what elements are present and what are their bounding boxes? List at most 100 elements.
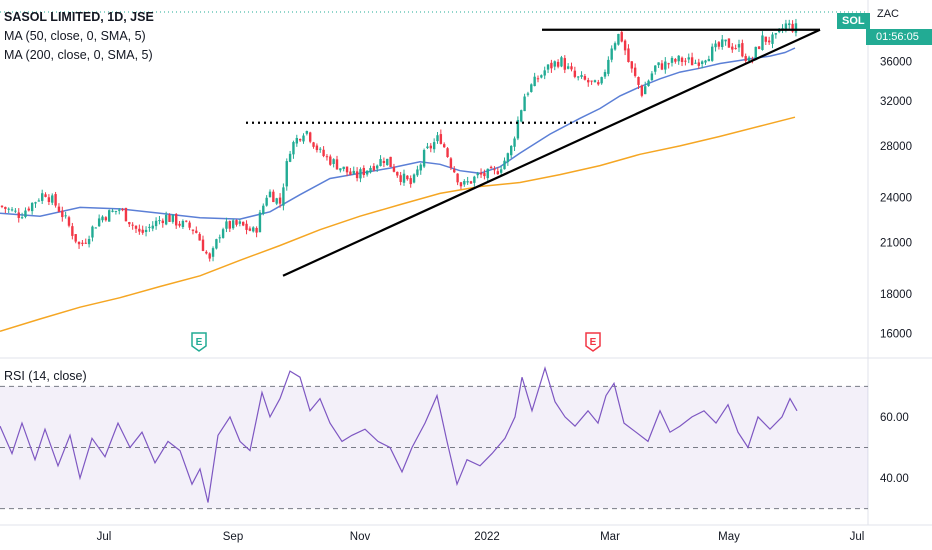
candle-body [483,173,486,177]
candle-body [298,139,302,141]
candle-body [164,214,168,225]
candle-body [466,181,469,183]
earnings-marker-shape [585,332,601,352]
candle-body [711,46,714,61]
candle-body [7,208,10,210]
candle-body [362,167,365,176]
candle-body [640,85,644,96]
candle-body [372,166,376,171]
candle-body [453,169,456,173]
candle-body [446,148,449,158]
candle-body [644,86,647,95]
candle-body [114,210,118,212]
candle-body [479,172,483,175]
chart-title: SASOL LIMITED, 1D, JSE [4,10,154,24]
price-tick-label: 36000 [880,57,912,69]
candle-body [436,135,439,142]
candle-body [520,110,523,122]
candle-body [556,61,560,67]
candle-body [54,194,57,206]
symbol-badge: SOL [837,13,870,29]
candle-body [349,171,352,175]
candle-body [794,23,798,33]
candle-body [764,36,767,42]
candle-body [700,61,704,64]
candle-body [620,32,623,42]
candle-body [97,218,101,227]
candle-body [600,77,603,84]
candle-body [215,239,218,249]
candle-body [660,63,664,70]
candle-body [30,202,34,212]
candle-body [352,170,355,174]
candle-body [506,153,510,163]
candle-body [319,148,322,150]
candle-body [34,202,37,204]
candle-body [630,61,633,69]
candle-body [376,165,379,169]
candle-body [677,55,680,62]
candle-body [513,138,516,147]
time-tick-label: Mar [600,531,620,543]
candle-body [463,181,466,185]
candle-body [439,134,443,144]
candle-body [144,229,148,233]
candle-body [285,161,288,187]
candle-body [4,206,7,209]
candle-body [84,242,87,244]
candle-body [650,73,654,81]
candle-body [218,237,221,239]
candle-body [205,251,208,254]
candle-body [680,57,684,62]
candle-body [198,234,201,241]
candle-body [536,78,540,80]
candle-body [406,175,409,180]
candle-body [171,214,175,222]
ma50-legend[interactable]: MA (50, close, 0, SMA, 5) [4,29,146,43]
ma200-legend[interactable]: MA (200, close, 0, SMA, 5) [4,48,153,62]
candle-body [741,43,744,57]
candle-body [392,166,396,172]
candle-body [221,229,225,238]
candle-body [37,200,41,202]
candle-body [309,132,312,142]
candle-body [242,221,245,226]
candle-body [124,208,128,222]
candle-body [570,66,573,70]
candle-body [272,191,275,203]
candle-body [10,209,14,211]
rsi-tick-label: 40.00 [880,473,909,485]
ma200-line [0,116,796,333]
candle-body [87,238,91,245]
candle-body [788,23,791,26]
candle-body [523,96,526,112]
earnings-marker-label: E [590,337,597,348]
earnings-marker-shape [191,332,207,352]
candle-body [704,60,707,63]
candle-body [355,171,359,179]
candle-body [550,62,553,69]
candle-body [151,225,154,229]
candle-body [61,210,64,218]
candle-body [195,230,198,233]
candle-body [278,197,282,204]
candle-body [734,48,737,50]
candle-body [47,197,51,202]
candle-body [422,150,426,167]
candle-body [138,228,141,232]
candle-body [235,220,238,225]
candle-body [670,57,674,63]
candle-body [329,156,332,165]
candle-body [426,146,429,149]
grid-layer [0,0,932,526]
candle-body [761,35,764,50]
candle-body [94,227,97,229]
candle-body [774,33,778,35]
candle-body [302,135,305,142]
candle-body [791,23,794,32]
rsi-legend[interactable]: RSI (14, close) [4,369,87,383]
candle-body [168,214,171,222]
candle-body [64,215,67,217]
candle-body [399,175,402,182]
